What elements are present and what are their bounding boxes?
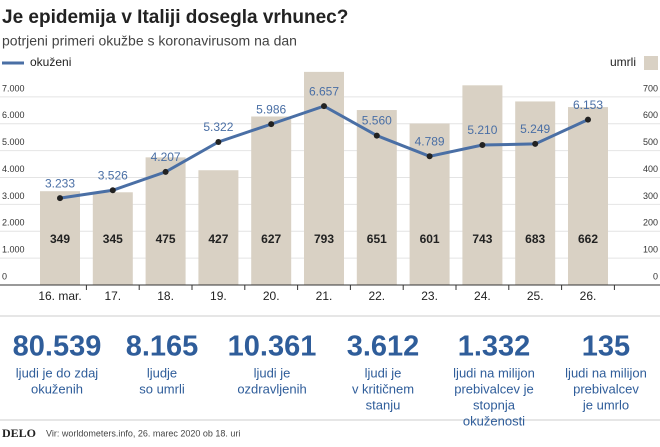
stat-number: 80.539 <box>13 331 102 363</box>
line-label: 3.526 <box>98 168 128 182</box>
stat-text: okuženosti <box>463 413 525 428</box>
legend-swatch <box>644 56 658 70</box>
stat-number: 8.165 <box>126 331 199 363</box>
y2-tick-label: 600 <box>643 110 658 120</box>
y2-tick-label: 700 <box>643 83 658 93</box>
stat-text: ljudi je do zdaj <box>16 365 98 380</box>
y-tick-label: 3.000 <box>2 191 25 201</box>
legend-label: umrli <box>610 55 636 69</box>
x-tick-label: 23. <box>421 289 438 303</box>
line-point <box>321 103 327 110</box>
bar <box>568 107 608 286</box>
y2-tick-label: 500 <box>643 137 658 147</box>
stat-text: so umrli <box>139 381 185 396</box>
y-tick-label: 4.000 <box>2 164 25 174</box>
x-tick-label: 18. <box>157 289 174 303</box>
y-tick-label: 5.000 <box>2 137 25 147</box>
bar-label: 345 <box>103 232 123 246</box>
y2-tick-label: 400 <box>643 164 658 174</box>
line-label: 5.986 <box>256 102 286 116</box>
stat-text: ozdravljenih <box>237 381 306 396</box>
line-point <box>479 141 486 148</box>
line-label: 5.210 <box>467 123 497 137</box>
bar-label: 683 <box>525 232 545 246</box>
x-tick-label: 24. <box>474 289 491 303</box>
line-label: 5.249 <box>520 122 550 136</box>
line-point <box>215 138 222 145</box>
line-label: 5.322 <box>203 120 233 134</box>
stat-text: ljudi na milijon <box>453 365 535 380</box>
line-point <box>532 140 539 147</box>
line-point <box>585 116 591 123</box>
x-tick-label: 20. <box>263 289 280 303</box>
x-tick-label: 19. <box>210 289 227 303</box>
bar <box>145 157 186 285</box>
stat-text: ljudje <box>147 365 177 380</box>
stat-number: 3.612 <box>347 331 420 363</box>
stat-number: 135 <box>582 331 630 363</box>
stat-text: stopnja <box>473 397 516 412</box>
line-point <box>162 168 169 175</box>
x-tick-label: 26. <box>580 289 597 303</box>
bar <box>40 191 80 285</box>
line-label: 6.153 <box>573 98 603 112</box>
line-label: 4.789 <box>415 134 445 148</box>
y-tick-label: 7.000 <box>2 83 25 93</box>
bar-label: 793 <box>314 232 334 246</box>
x-tick-label: 21. <box>316 289 333 303</box>
bar-label: 662 <box>578 232 598 246</box>
x-tick-label: 17. <box>104 289 121 303</box>
bar-label: 627 <box>261 232 281 246</box>
line-point <box>109 187 116 194</box>
stat-text: je umrlo <box>582 397 629 412</box>
x-tick-label: 25. <box>527 289 544 303</box>
stat-text: okuženih <box>31 381 83 396</box>
y-tick-label: 2.000 <box>2 218 25 228</box>
line-label: 4.207 <box>151 150 181 164</box>
logo: DELO <box>2 426 36 440</box>
line-label: 3.233 <box>45 176 75 190</box>
bar <box>92 192 133 285</box>
bar-label: 743 <box>472 232 492 246</box>
bar <box>462 85 503 285</box>
line-point <box>268 121 275 128</box>
stat-number: 10.361 <box>228 331 317 363</box>
stat-text: prebivalcev je <box>454 381 534 396</box>
stat-text: v kritičnem <box>352 381 414 396</box>
line-point <box>57 195 63 202</box>
chart-title: Je epidemija v Italiji dosegla vrhunec? <box>2 7 348 28</box>
y2-tick-label: 100 <box>643 245 658 255</box>
line-point <box>373 132 380 139</box>
stat-text: ljudi je <box>365 365 402 380</box>
bar-label: 601 <box>420 232 440 246</box>
y-tick-label: 0 <box>2 271 7 281</box>
bar <box>198 170 239 285</box>
chart-subtitle: potrjeni primeri okužbe s koronavirusom … <box>2 33 297 49</box>
stat-number: 1.332 <box>458 331 531 363</box>
bar-label: 651 <box>367 232 387 246</box>
bar <box>515 101 556 285</box>
x-tick-label: 16. mar. <box>38 289 81 303</box>
source: Vir: worldometers.info, 26. marec 2020 o… <box>46 428 240 438</box>
stat-text: prebivalcev <box>573 381 639 396</box>
bar-label: 349 <box>50 232 70 246</box>
bar-label: 427 <box>208 232 228 246</box>
line-point <box>426 153 433 160</box>
x-tick-label: 22. <box>368 289 385 303</box>
stat-text: stanju <box>366 397 401 412</box>
line-label: 6.657 <box>309 84 339 98</box>
line-label: 5.560 <box>362 114 392 128</box>
y-tick-label: 1.000 <box>2 245 25 255</box>
bar <box>251 116 292 286</box>
stat-text: ljudi je <box>254 365 291 380</box>
stat-text: ljudi na milijon <box>565 365 647 380</box>
legend-label: okuženi <box>30 55 71 69</box>
bar-label: 475 <box>156 232 176 246</box>
y2-tick-label: 0 <box>653 271 658 281</box>
y-tick-label: 6.000 <box>2 110 25 120</box>
y2-tick-label: 200 <box>643 218 658 228</box>
y2-tick-label: 300 <box>643 191 658 201</box>
